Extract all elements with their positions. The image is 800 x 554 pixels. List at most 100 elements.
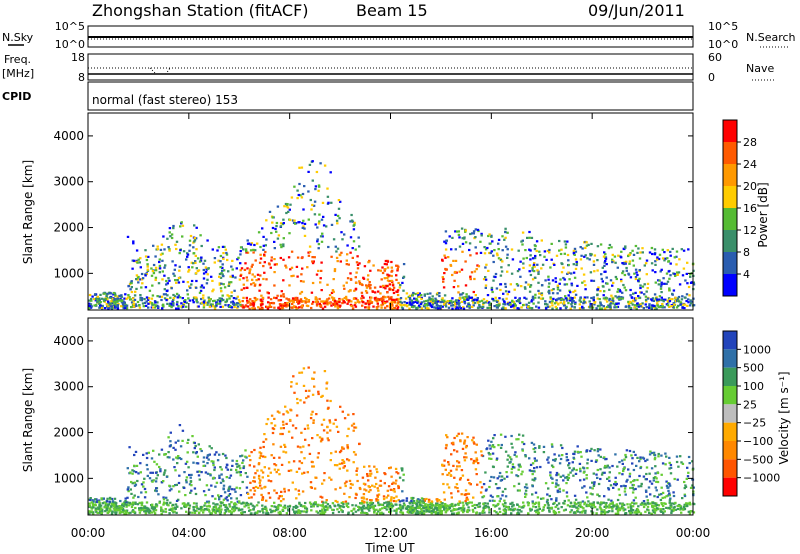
echo-cell <box>376 496 379 499</box>
echo-cell <box>611 464 614 468</box>
echo-cell <box>249 243 253 246</box>
echo-cell <box>211 279 214 282</box>
echo-cell <box>527 501 530 505</box>
echo-cell <box>302 367 306 370</box>
echo-cell <box>488 508 491 511</box>
echo-cell <box>540 292 543 295</box>
echo-cell <box>88 504 91 507</box>
echo-cell <box>638 460 641 463</box>
echo-cell <box>154 301 157 304</box>
echo-cell <box>509 283 512 286</box>
echo-cell <box>177 439 180 442</box>
echo-cell <box>482 502 485 506</box>
echo-cell <box>163 266 166 269</box>
echo-cell <box>195 286 198 289</box>
echo-cell <box>152 510 156 513</box>
echo-cell <box>132 300 135 303</box>
echo-cell <box>159 253 163 256</box>
echo-cell <box>659 498 663 502</box>
echo-cell <box>672 289 676 292</box>
echo-cell <box>188 507 191 510</box>
echo-cell <box>259 446 262 449</box>
echo-cell <box>331 302 335 305</box>
echo-cell <box>460 227 464 230</box>
echo-cell <box>188 504 192 507</box>
echo-cell <box>286 505 290 508</box>
echo-cell <box>434 297 437 300</box>
echo-cell <box>472 232 475 235</box>
echo-cell <box>192 451 195 454</box>
echo-cell <box>322 429 326 432</box>
echo-cell <box>459 477 462 480</box>
echo-cell <box>294 504 298 507</box>
echo-cell <box>420 294 423 297</box>
echo-cell <box>166 289 169 292</box>
echo-cell <box>275 225 278 228</box>
echo-cell <box>207 296 210 299</box>
echo-cell <box>608 466 611 469</box>
echo-cell <box>378 508 382 512</box>
echo-cell <box>222 487 225 490</box>
echo-cell <box>651 506 655 509</box>
echo-cell <box>663 259 666 262</box>
echo-cell <box>517 482 521 485</box>
echo-cell <box>304 501 307 505</box>
echo-cell <box>574 267 578 270</box>
echo-cell <box>663 496 667 499</box>
echo-cell <box>665 480 668 483</box>
echo-cell <box>410 303 413 307</box>
echo-cell <box>457 299 461 302</box>
echo-cell <box>495 300 499 303</box>
echo-cell <box>557 502 561 505</box>
echo-cell <box>531 257 535 260</box>
echo-cell <box>267 301 270 304</box>
echo-cell <box>529 273 533 277</box>
echo-cell <box>283 303 286 306</box>
echo-cell <box>326 195 330 198</box>
echo-cell <box>267 296 270 299</box>
echo-cell <box>493 499 496 502</box>
echo-cell <box>467 502 470 505</box>
echo-cell <box>660 291 663 294</box>
echo-cell <box>309 417 313 420</box>
echo-cell <box>455 483 459 486</box>
echo-cell <box>511 463 515 466</box>
echo-cell <box>454 508 458 511</box>
echo-cell <box>222 480 225 483</box>
echo-cell <box>312 502 316 505</box>
echo-cell <box>522 266 525 269</box>
echo-cell <box>186 253 190 256</box>
echo-cell <box>209 512 212 515</box>
echo-cell <box>648 511 651 514</box>
echo-cell <box>215 508 218 511</box>
echo-cell <box>315 273 319 276</box>
echo-cell <box>607 476 611 479</box>
echo-cell <box>318 220 321 223</box>
echo-cell <box>392 286 396 289</box>
echo-cell <box>522 257 525 260</box>
echo-cell <box>277 468 280 471</box>
echo-cell <box>467 297 470 300</box>
echo-cell <box>430 501 433 505</box>
echo-cell <box>188 483 192 486</box>
echo-cell <box>420 301 424 304</box>
echo-cell <box>508 461 511 464</box>
echo-cell <box>199 448 202 451</box>
echo-cell <box>319 281 322 284</box>
echo-cell <box>353 426 356 429</box>
echo-cell <box>621 291 624 294</box>
echo-cell <box>246 492 250 495</box>
echo-cell <box>182 280 185 283</box>
echo-cell <box>362 296 365 299</box>
echo-cell <box>327 439 330 442</box>
echo-cell <box>154 304 158 307</box>
echo-cell <box>605 276 608 279</box>
echo-cell <box>471 299 474 302</box>
echo-cell <box>163 288 166 291</box>
echo-cell <box>637 295 640 298</box>
echo-cell <box>375 498 378 501</box>
echo-cell <box>346 446 349 449</box>
echo-cell <box>341 238 344 241</box>
echo-cell <box>654 505 658 508</box>
echo-cell <box>475 252 478 255</box>
